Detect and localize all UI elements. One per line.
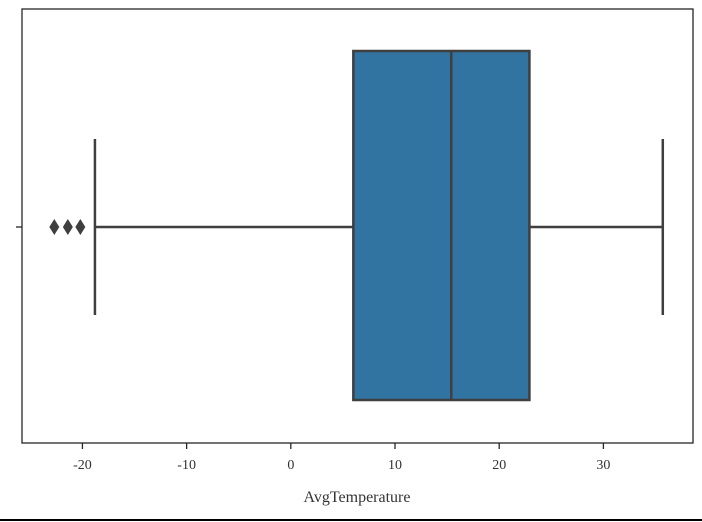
- x-tick-label: 0: [287, 458, 294, 473]
- x-tick-label: -20: [73, 458, 92, 473]
- x-axis-title: AvgTemperature: [304, 489, 411, 506]
- iqr-box: [352, 49, 531, 402]
- outlier-point: [62, 219, 73, 235]
- x-tick-label: -10: [177, 458, 196, 473]
- boxes-group: [49, 49, 665, 402]
- x-tick-label: 30: [596, 458, 610, 473]
- outlier-point: [75, 219, 86, 235]
- x-axis-ticks: -20 -10 0 10 20 30: [73, 443, 610, 473]
- outlier-point: [49, 219, 60, 235]
- x-tick-label: 20: [492, 458, 506, 473]
- x-tick-label: 10: [388, 458, 402, 473]
